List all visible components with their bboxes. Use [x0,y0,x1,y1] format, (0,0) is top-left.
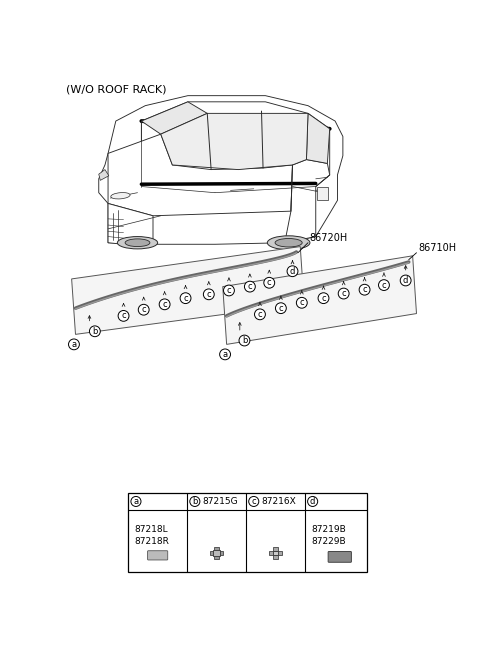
Text: 87216X: 87216X [262,497,296,506]
Text: c: c [162,300,167,309]
Text: c: c [142,305,146,314]
Text: a: a [72,340,76,349]
Polygon shape [99,170,109,180]
Text: (W/O ROOF RACK): (W/O ROOF RACK) [66,85,167,95]
Circle shape [180,293,191,304]
Circle shape [159,299,170,310]
Text: c: c [252,497,256,506]
Text: 87215G: 87215G [203,497,238,506]
Circle shape [308,497,318,506]
Text: 86710H: 86710H [418,243,456,253]
Text: c: c [258,310,262,319]
FancyBboxPatch shape [147,551,168,560]
Text: d: d [403,276,408,285]
Circle shape [69,339,79,350]
Text: c: c [362,285,367,294]
Text: b: b [192,497,198,506]
Ellipse shape [275,239,302,247]
Polygon shape [99,96,343,244]
Polygon shape [142,102,330,193]
Polygon shape [72,247,304,335]
Polygon shape [108,134,292,216]
Circle shape [190,497,200,506]
Text: c: c [382,281,386,289]
Text: c: c [183,294,188,302]
Polygon shape [161,113,308,170]
Circle shape [138,304,149,315]
Bar [317,186,328,200]
Circle shape [318,293,329,304]
Circle shape [359,284,370,295]
Polygon shape [306,113,330,163]
Ellipse shape [125,239,150,247]
Text: c: c [206,290,211,299]
Text: 87218L
87218R: 87218L 87218R [134,525,169,546]
Bar [128,493,367,571]
Circle shape [239,335,250,346]
Bar [214,547,219,559]
Circle shape [400,275,411,286]
Bar [269,551,282,556]
Text: 86720H: 86720H [310,233,348,243]
Text: d: d [310,497,315,506]
Text: c: c [121,312,126,320]
Circle shape [249,497,259,506]
Circle shape [224,285,234,296]
Circle shape [204,289,214,300]
Text: c: c [267,278,272,287]
Text: c: c [321,294,326,302]
Ellipse shape [111,193,130,199]
Bar [210,551,223,556]
Polygon shape [285,159,330,243]
Text: c: c [300,298,304,307]
Bar [214,550,220,556]
Text: 87219B
87229B: 87219B 87229B [311,525,346,546]
FancyBboxPatch shape [328,552,351,562]
Circle shape [296,297,307,308]
Circle shape [244,281,255,292]
Text: a: a [133,497,139,506]
Bar [273,551,278,556]
Circle shape [287,266,298,277]
Text: c: c [341,289,346,298]
Text: c: c [227,286,231,295]
Text: d: d [290,267,295,276]
Text: c: c [278,304,283,313]
Text: c: c [248,282,252,291]
Ellipse shape [117,237,157,249]
Circle shape [131,497,141,506]
Circle shape [276,303,286,314]
Circle shape [338,288,349,299]
Ellipse shape [267,236,310,250]
Circle shape [264,277,275,288]
Polygon shape [108,203,153,244]
Circle shape [118,310,129,321]
Text: b: b [92,327,97,336]
Polygon shape [223,256,417,344]
Circle shape [220,349,230,359]
Circle shape [379,279,389,291]
Text: b: b [242,336,247,345]
Circle shape [89,326,100,337]
Bar [273,547,278,559]
Polygon shape [142,102,207,134]
Circle shape [254,309,265,319]
Text: a: a [223,350,228,359]
